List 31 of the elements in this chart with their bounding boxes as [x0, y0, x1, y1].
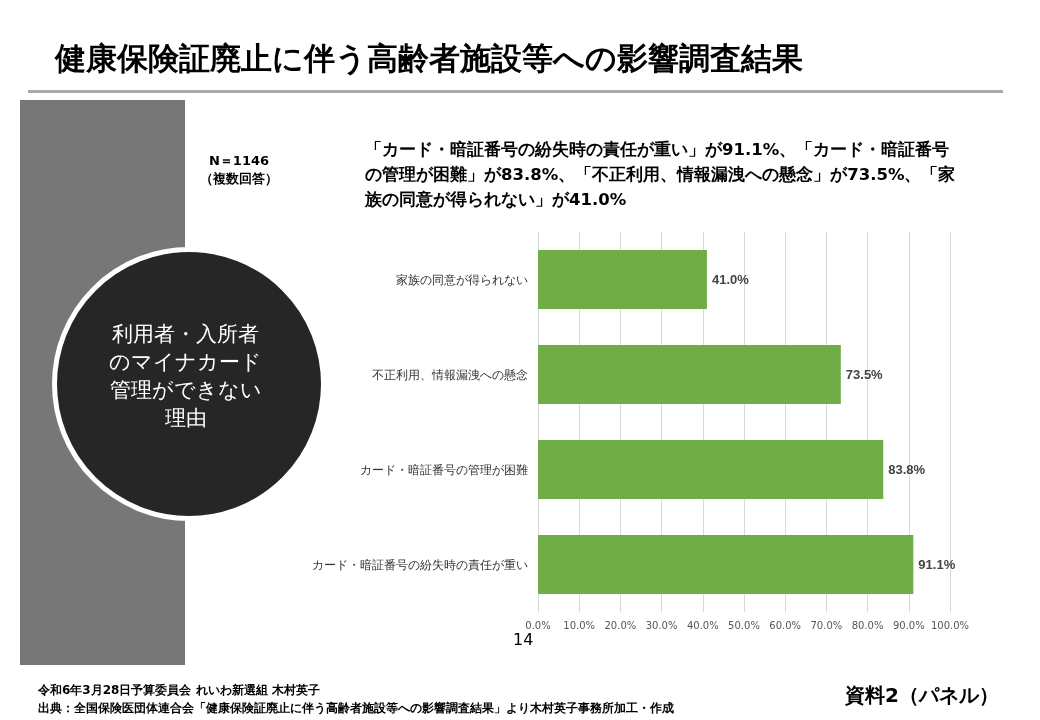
- y-tick-label: カード・暗証番号の紛失時の責任が重い: [312, 557, 528, 572]
- x-tick-label: 40.0%: [686, 619, 719, 631]
- x-tick-label: 20.0%: [604, 619, 637, 631]
- data-label: 41.0%: [711, 272, 750, 287]
- bar: [538, 345, 841, 404]
- chart-title: 健康保険証廃止に伴う高齢者施設等への影響調査結果: [55, 39, 803, 78]
- text: N＝1146 （複数回答）: [200, 152, 278, 188]
- chart-subtitle: 「カード・暗証番号の紛失時の責任が重い」が91.1%、「カード・暗証番号の管理が困難」が83.8%、「不正利用、情報漏洩への懸念」が73.5%、「家族の同意が得られない」が41.0%: [365, 139, 957, 211]
- x-tick-label: 70.0%: [810, 619, 843, 631]
- data-label: 91.1%: [918, 557, 956, 572]
- bar: [538, 535, 914, 594]
- y-tick-label: 家族の同意が得られない: [396, 272, 528, 287]
- text: 令和6年3月28日予算委員会 れいわ新選組 木村英子: [38, 682, 320, 699]
- x-tick-label: 10.0%: [563, 619, 596, 631]
- x-tick-label: 60.0%: [769, 619, 802, 631]
- source-note: 出典：全国保険医団体連合会「健康保険証廃止に伴う高齢者施設等への影響調査結果」より木村英子事務所加工・作成: [38, 700, 674, 717]
- y-tick-label: 不正利用、情報漏洩への懸念: [372, 367, 528, 382]
- y-tick-label: カード・暗証番号の管理が困難: [360, 462, 528, 477]
- x-tick-label: 90.0%: [892, 619, 925, 631]
- text: 14: [513, 630, 534, 649]
- data-label: 83.8%: [888, 462, 926, 477]
- x-tick-label: 0.0%: [525, 619, 551, 631]
- bar: [538, 440, 884, 499]
- x-tick-label: 100.0%: [930, 619, 970, 631]
- bar: [538, 250, 707, 309]
- x-tick-label: 50.0%: [728, 619, 760, 631]
- x-tick-label: 30.0%: [645, 619, 678, 631]
- data-label: 73.5%: [845, 367, 884, 382]
- x-tick-label: 80.0%: [851, 619, 884, 631]
- text: 利用者・入所者のマイナカード管理ができない理由: [108, 321, 263, 432]
- text: 資料2（パネル）: [845, 682, 999, 709]
